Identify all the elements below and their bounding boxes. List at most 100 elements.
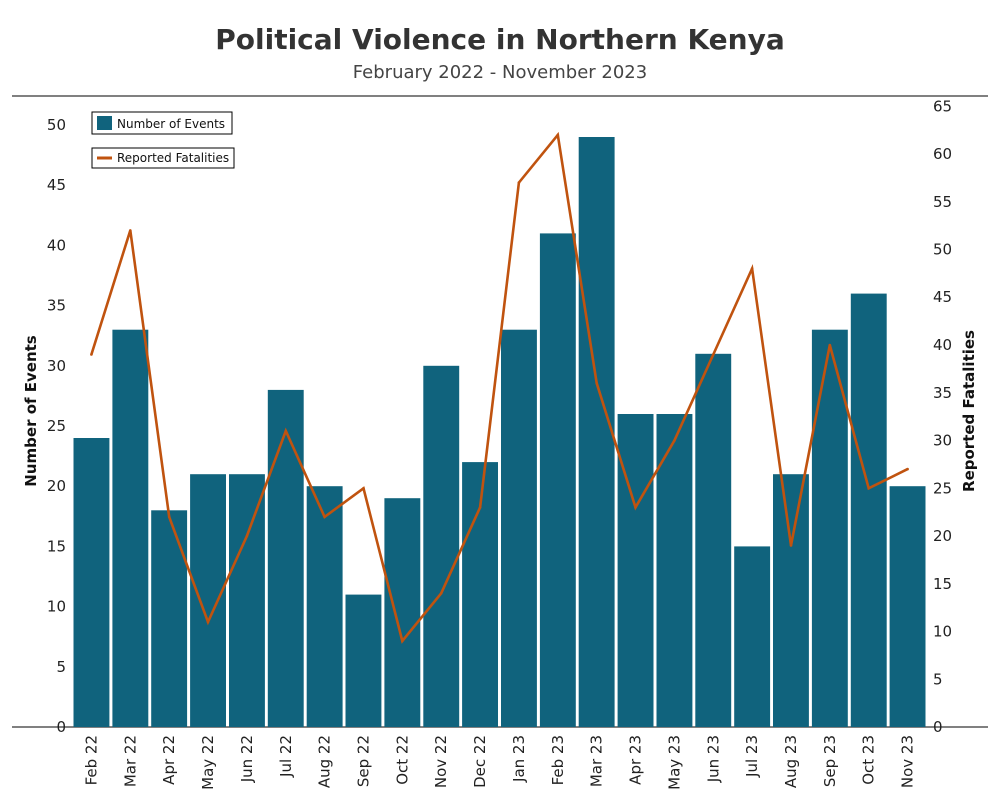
right-tick-label-13: 65 xyxy=(933,97,952,115)
bars-group xyxy=(73,137,926,727)
x-tick-label-14: Apr 23 xyxy=(627,735,645,785)
legend: Number of Events Reported Fatalities xyxy=(91,111,235,169)
x-tick-label-8: Oct 22 xyxy=(393,735,411,785)
fatalities-point-9 xyxy=(439,592,443,595)
legend-events-swatch xyxy=(97,116,112,130)
bar-events-0 xyxy=(73,438,110,727)
x-tick-label-9: Nov 22 xyxy=(432,735,450,788)
fatalities-point-0 xyxy=(90,353,93,356)
left-tick-label-9: 45 xyxy=(47,176,66,194)
bar-events-12 xyxy=(539,233,576,727)
bar-events-21 xyxy=(889,486,926,727)
fatalities-point-3 xyxy=(206,620,210,624)
right-tick-label-3: 15 xyxy=(933,575,952,593)
x-tick-label-12: Feb 23 xyxy=(549,735,567,785)
right-tick-label-4: 20 xyxy=(933,527,952,545)
x-tick-label-7: Sep 22 xyxy=(355,735,373,787)
bar-events-17 xyxy=(734,546,771,727)
right-tick-label-11: 55 xyxy=(933,193,952,211)
fatalities-point-5 xyxy=(284,429,288,433)
fatalities-line xyxy=(90,131,909,644)
bar-events-14 xyxy=(617,414,654,727)
left-tick-label-10: 50 xyxy=(47,116,66,134)
x-tick-label-15: May 23 xyxy=(665,735,683,790)
left-tick-label-1: 5 xyxy=(56,658,66,676)
bar-events-8 xyxy=(384,498,421,727)
bar-events-15 xyxy=(656,414,693,727)
fatalities-point-18 xyxy=(789,544,793,547)
right-tick-label-9: 45 xyxy=(933,288,952,306)
right-tick-label-7: 35 xyxy=(933,384,952,402)
bar-events-9 xyxy=(423,365,460,727)
x-tick-label-0: Feb 22 xyxy=(82,735,100,785)
fatalities-point-6 xyxy=(323,515,326,519)
right-tick-label-10: 50 xyxy=(933,241,952,259)
fatalities-point-10 xyxy=(478,506,482,509)
bar-events-4 xyxy=(229,474,265,727)
right-tick-label-0: 0 xyxy=(933,718,943,736)
legend-events-label: Number of Events xyxy=(117,117,225,131)
left-tick-label-0: 0 xyxy=(56,718,66,736)
bar-events-7 xyxy=(345,594,382,727)
fatalities-point-8 xyxy=(401,639,404,643)
fatalities-point-1 xyxy=(129,229,132,232)
left-tick-label-4: 20 xyxy=(47,477,66,495)
right-tick-label-12: 60 xyxy=(933,145,952,163)
x-tick-label-19: Sep 23 xyxy=(821,735,839,787)
x-tick-label-18: Aug 23 xyxy=(782,735,800,788)
fatalities-point-19 xyxy=(828,343,832,347)
legend-fatalities-label: Reported Fatalities xyxy=(117,151,229,165)
fatalities-point-20 xyxy=(867,487,870,490)
left-tick-label-3: 15 xyxy=(47,537,66,555)
x-tick-label-11: Jan 23 xyxy=(510,735,528,783)
x-tick-label-21: Nov 23 xyxy=(899,735,917,788)
bar-events-1 xyxy=(112,329,149,727)
x-tick-label-3: May 22 xyxy=(199,735,217,790)
right-tick-label-6: 30 xyxy=(933,432,952,450)
right-axis-ticks: 0 5 10 15 20 25 30 35 40 45 50 55 60 65 xyxy=(933,97,952,736)
right-tick-label-2: 10 xyxy=(933,623,952,641)
x-axis-ticks: Feb 22 Mar 22 Apr 22 May 22 Jun 22 Jul 22 Aug … xyxy=(82,735,916,790)
fatalities-point-2 xyxy=(167,515,171,519)
left-axis-title: Number of Events xyxy=(22,335,40,486)
fatalities-point-13 xyxy=(595,381,598,385)
fatalities-point-12 xyxy=(556,133,560,137)
bar-events-6 xyxy=(306,486,343,727)
bar-events-16 xyxy=(695,353,732,727)
legend-events-box xyxy=(91,111,233,135)
left-tick-label-6: 30 xyxy=(47,357,66,375)
fatalities-point-15 xyxy=(673,439,676,442)
left-tick-label-5: 25 xyxy=(47,417,66,435)
x-tick-label-6: Aug 22 xyxy=(316,735,334,788)
fatalities-point-7 xyxy=(362,487,365,490)
bar-events-13 xyxy=(578,137,615,727)
bar-events-18 xyxy=(773,474,809,727)
fatalities-point-17 xyxy=(750,267,754,270)
fatalities-point-16 xyxy=(712,353,715,356)
bar-events-5 xyxy=(267,389,304,727)
x-tick-label-2: Apr 22 xyxy=(160,735,178,785)
legend-fatalities-box xyxy=(91,147,235,169)
left-tick-label-8: 40 xyxy=(47,236,66,254)
left-axis-ticks: 0 5 10 15 20 25 30 35 40 45 50 xyxy=(47,116,66,736)
bar-events-3 xyxy=(190,474,226,727)
fatalities-point-4 xyxy=(245,534,249,538)
x-tick-label-17: Jul 23 xyxy=(743,735,761,778)
fatalities-point-14 xyxy=(634,506,637,509)
right-tick-label-5: 25 xyxy=(933,479,952,497)
x-tick-label-5: Jul 22 xyxy=(277,735,295,778)
fatalities-line-group xyxy=(90,131,909,644)
fatalities-point-21 xyxy=(906,467,909,471)
bar-events-19 xyxy=(811,329,848,727)
x-tick-label-1: Mar 22 xyxy=(121,735,139,787)
x-tick-label-10: Dec 22 xyxy=(471,735,489,788)
right-tick-label-1: 5 xyxy=(933,670,943,688)
right-tick-label-8: 40 xyxy=(933,336,952,354)
x-tick-label-16: Jun 23 xyxy=(704,735,722,783)
x-tick-label-20: Oct 23 xyxy=(860,735,878,785)
bar-events-11 xyxy=(501,329,537,727)
left-tick-label-7: 35 xyxy=(47,297,66,315)
chart-title: Political Violence in Northern Kenya xyxy=(215,23,784,56)
left-tick-label-2: 10 xyxy=(47,598,66,616)
